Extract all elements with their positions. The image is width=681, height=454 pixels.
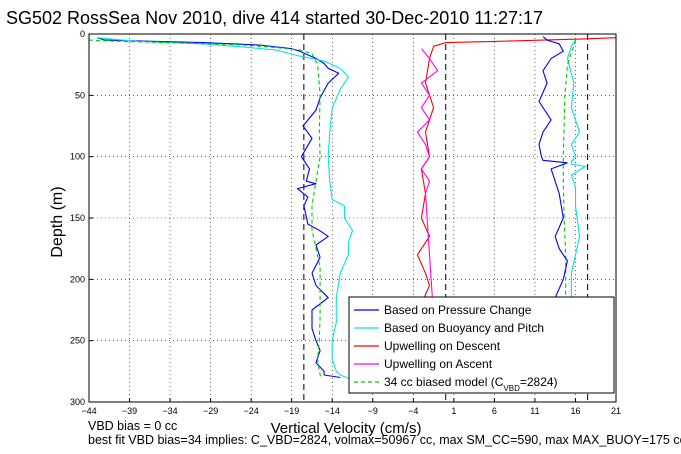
legend-label-2: Upwelling on Descent bbox=[384, 339, 501, 353]
y-tick-label: 100 bbox=[70, 152, 85, 162]
y-tick-label: 300 bbox=[70, 397, 85, 407]
footer-line-1: VBD bias = 0 cc bbox=[88, 419, 177, 433]
y-tick-label: 200 bbox=[70, 274, 85, 284]
y-axis-label: Depth (m) bbox=[49, 186, 66, 257]
y-tick-label: 150 bbox=[70, 213, 85, 223]
x-tick-label: −34 bbox=[162, 406, 177, 416]
series-line-1 bbox=[97, 37, 354, 381]
x-tick-label: −39 bbox=[122, 406, 137, 416]
y-tick-label: 250 bbox=[70, 336, 85, 346]
series-line-pressure-ascent bbox=[538, 36, 568, 378]
x-tick-label: 6 bbox=[492, 406, 497, 416]
x-axis: −44 −39 −34 −29 −24 −19 −14 −9 −4 1 6 11 16 21 bbox=[81, 398, 621, 416]
x-tick-label: −9 bbox=[368, 406, 378, 416]
x-tick-label: −14 bbox=[325, 406, 340, 416]
x-tick-label: −44 bbox=[81, 406, 96, 416]
legend-label-3: Upwelling on Ascent bbox=[384, 357, 493, 371]
x-tick-label: −19 bbox=[284, 406, 299, 416]
series-line-buoyancy-ascent bbox=[566, 39, 587, 378]
series-line-3 bbox=[416, 48, 439, 378]
x-tick-label: −4 bbox=[408, 406, 418, 416]
y-tick-label: 0 bbox=[80, 29, 85, 39]
reference-lines bbox=[303, 34, 589, 402]
x-tick-label: −24 bbox=[244, 406, 259, 416]
y-tick-label: 50 bbox=[75, 90, 85, 100]
x-axis-label: Vertical Velocity (cm/s) bbox=[271, 420, 422, 437]
series-line-4 bbox=[88, 39, 322, 378]
x-tick-label: 16 bbox=[570, 406, 580, 416]
x-tick-label: 11 bbox=[530, 406, 539, 416]
legend: Based on Pressure Change Based on Buoyanc… bbox=[348, 296, 615, 394]
x-tick-label: 21 bbox=[611, 406, 621, 416]
x-tick-label: −29 bbox=[203, 406, 218, 416]
legend-label-1: Based on Buoyancy and Pitch bbox=[384, 321, 544, 335]
legend-box bbox=[348, 296, 615, 394]
legend-label-0: Based on Pressure Change bbox=[384, 303, 532, 317]
y-axis: 0 50 100 150 200 250 300 bbox=[70, 29, 93, 407]
chart-title: SG502 RossSea Nov 2010, dive 414 started… bbox=[6, 8, 543, 28]
x-tick-label: 1 bbox=[451, 406, 456, 416]
footer-line-2: best fit VBD bias=34 implies: C_VBD=2824… bbox=[88, 433, 681, 447]
